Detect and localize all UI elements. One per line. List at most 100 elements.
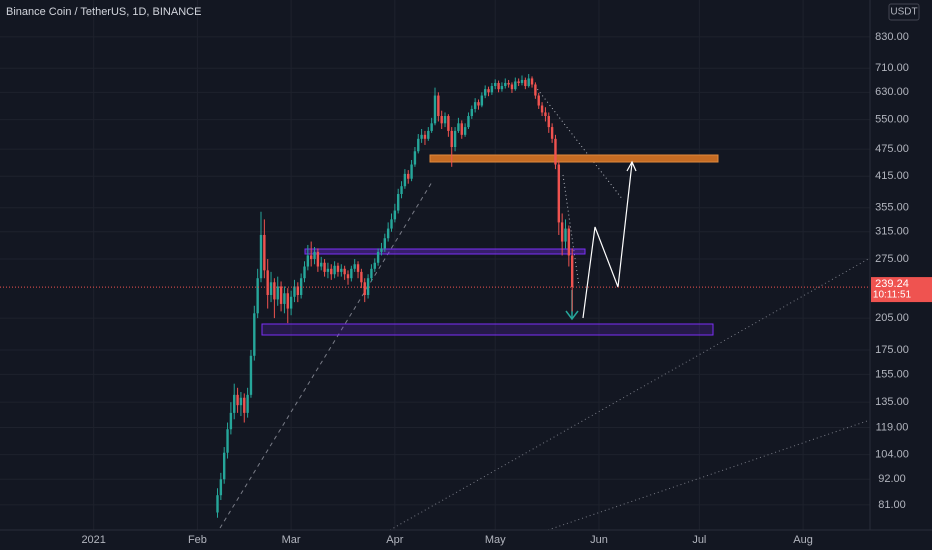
candle-body bbox=[483, 89, 487, 96]
currency-label: USDT bbox=[890, 7, 917, 18]
candle-body bbox=[366, 278, 370, 295]
candle-body bbox=[560, 222, 564, 242]
x-tick-label: Jun bbox=[590, 534, 608, 546]
candle-body bbox=[430, 123, 433, 131]
candle-body bbox=[390, 219, 393, 229]
candle-body bbox=[239, 397, 243, 406]
candle-body bbox=[249, 355, 253, 395]
candle-body bbox=[554, 138, 557, 165]
candle-body bbox=[256, 278, 259, 314]
candle-body bbox=[326, 268, 330, 272]
candle-body bbox=[514, 81, 517, 90]
candle-body bbox=[236, 394, 239, 406]
candle-body bbox=[463, 127, 467, 135]
trend-line bbox=[562, 174, 580, 287]
candle-body bbox=[423, 134, 427, 139]
candle-body bbox=[216, 495, 219, 513]
candle-body bbox=[460, 123, 463, 135]
candle-body bbox=[494, 82, 497, 87]
y-tick-label: 119.00 bbox=[876, 421, 909, 433]
candle-body bbox=[420, 134, 423, 139]
currency-badge bbox=[888, 3, 920, 21]
candle-body bbox=[547, 116, 550, 128]
candle-body bbox=[313, 251, 316, 260]
candle-body bbox=[233, 394, 236, 413]
trend-line bbox=[547, 419, 871, 531]
chart-title: Binance Coin / TetherUS, 1D, BINANCE bbox=[6, 6, 201, 18]
y-tick-label: 155.00 bbox=[875, 368, 909, 380]
candle-body bbox=[333, 265, 336, 275]
candle-body bbox=[396, 194, 400, 211]
last-price-badge bbox=[871, 277, 932, 303]
candle-body bbox=[246, 394, 249, 413]
candle-body bbox=[393, 210, 397, 220]
candle-body bbox=[263, 234, 266, 271]
candle-body bbox=[323, 262, 326, 272]
candle-body bbox=[534, 84, 537, 96]
candle-body bbox=[497, 82, 500, 90]
candle-body bbox=[303, 266, 306, 279]
candle-body bbox=[504, 82, 507, 87]
y-tick-label: 315.00 bbox=[875, 226, 909, 238]
candle-body bbox=[447, 116, 450, 131]
candle-body bbox=[299, 278, 303, 295]
y-tick-label: 205.00 bbox=[875, 312, 909, 324]
y-tick-label: 415.00 bbox=[875, 170, 909, 182]
y-tick-label: 275.00 bbox=[875, 253, 909, 265]
countdown-label: 10:11:51 bbox=[873, 290, 912, 301]
x-tick-label: Aug bbox=[793, 534, 813, 546]
candle-body bbox=[537, 95, 540, 106]
candle-body bbox=[427, 130, 430, 139]
candle-body bbox=[550, 127, 554, 139]
y-tick-label: 550.00 bbox=[875, 114, 909, 126]
y-tick-label: 475.00 bbox=[875, 143, 909, 155]
x-tick-label: Apr bbox=[386, 534, 403, 546]
x-tick-label: May bbox=[485, 534, 506, 546]
candle-body bbox=[524, 79, 527, 87]
candle-body bbox=[410, 164, 413, 179]
candle-body bbox=[353, 264, 356, 269]
projection-path bbox=[582, 162, 633, 319]
candle-body bbox=[346, 274, 350, 279]
candle-body bbox=[296, 286, 300, 295]
projection-arrowhead bbox=[626, 160, 637, 172]
y-tick-label: 630.00 bbox=[875, 86, 909, 98]
candle-body bbox=[457, 123, 460, 131]
candle-body bbox=[243, 397, 246, 413]
y-tick-label: 175.00 bbox=[875, 344, 909, 356]
candle-body bbox=[266, 270, 269, 295]
candle-body bbox=[450, 130, 453, 148]
candle-body bbox=[222, 452, 226, 480]
trend-line bbox=[534, 85, 624, 201]
candle-body bbox=[370, 268, 373, 279]
resistance-zone bbox=[429, 154, 719, 163]
candle-body bbox=[293, 286, 296, 297]
candle-body bbox=[226, 429, 229, 453]
x-tick-label: Mar bbox=[282, 534, 301, 546]
candle-body bbox=[413, 151, 417, 165]
candle-body bbox=[480, 95, 484, 106]
candle-body bbox=[219, 479, 223, 496]
candle-body bbox=[380, 248, 383, 252]
candle-body bbox=[407, 173, 410, 179]
candle-body bbox=[530, 78, 534, 85]
y-tick-label: 81.00 bbox=[878, 499, 906, 511]
candle-body bbox=[376, 251, 380, 263]
candle-body bbox=[279, 286, 283, 304]
x-tick-label: Feb bbox=[188, 534, 207, 546]
candle-body bbox=[487, 89, 490, 93]
candle-body bbox=[386, 228, 390, 239]
candle-body bbox=[276, 286, 279, 300]
candle-body bbox=[289, 296, 293, 309]
y-tick-label: 355.00 bbox=[875, 202, 909, 214]
candle-body bbox=[527, 78, 530, 87]
y-tick-label: 830.00 bbox=[875, 31, 909, 43]
candle-body bbox=[360, 271, 363, 283]
candle-body bbox=[500, 86, 504, 90]
candle-body bbox=[557, 164, 561, 223]
candle-body bbox=[273, 282, 276, 300]
candle-body bbox=[383, 238, 387, 249]
candle-body bbox=[286, 293, 289, 309]
